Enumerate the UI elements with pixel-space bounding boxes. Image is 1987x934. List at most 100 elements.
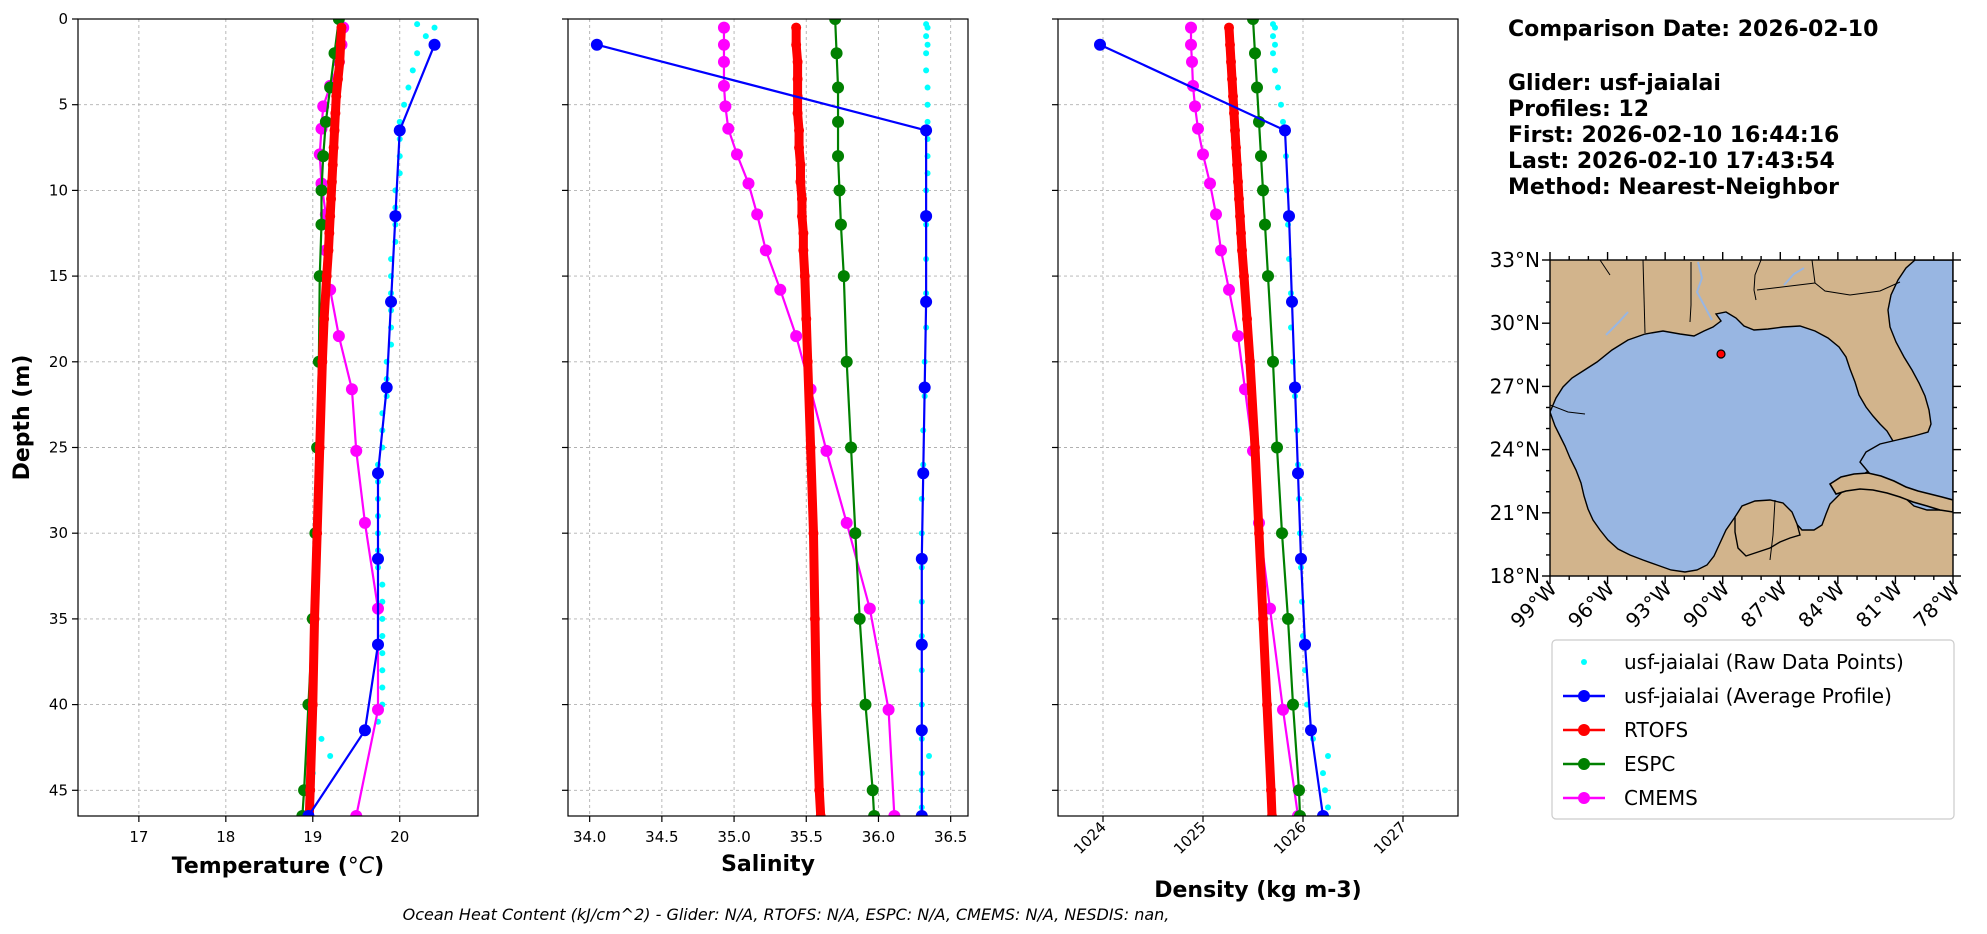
legend-swatch bbox=[1581, 659, 1587, 665]
salinity-rtofs-marker bbox=[799, 271, 810, 282]
glider-location-marker bbox=[1716, 349, 1726, 359]
first-time: First: 2026-02-10 16:44:16 bbox=[1508, 123, 1839, 148]
salinity-raw-point bbox=[924, 24, 931, 31]
temperature-xtick-label: 19 bbox=[303, 828, 322, 846]
location-map: 99°W 96°W 93°W 90°W 87°W 84°W 81°W 78°W33°N30°N… bbox=[1490, 248, 1965, 633]
temperature-rtofs-marker bbox=[307, 699, 318, 710]
legend-label: CMEMS bbox=[1624, 786, 1698, 810]
temperature-glider-marker bbox=[372, 552, 384, 565]
legend-label: RTOFS bbox=[1624, 718, 1688, 742]
density-raw-point bbox=[1320, 770, 1326, 777]
density-cmems-marker bbox=[1210, 208, 1222, 221]
temperature-ytick-label: 0 bbox=[58, 10, 68, 28]
density-xtick-label: 1026 bbox=[1270, 818, 1310, 858]
salinity-cmems-marker bbox=[820, 444, 833, 457]
map-lon-label: 78°W bbox=[1909, 576, 1965, 632]
salinity-raw-point bbox=[923, 67, 930, 74]
density-xtick-label: 1024 bbox=[1070, 818, 1110, 858]
temperature-rtofs-marker bbox=[336, 22, 347, 33]
temperature-rtofs-marker bbox=[323, 245, 334, 256]
salinity-espc-marker bbox=[834, 218, 847, 231]
map-frame bbox=[1549, 259, 1954, 577]
salinity-xtick-label: 36.5 bbox=[934, 828, 967, 846]
legend-label: ESPC bbox=[1624, 752, 1675, 776]
temperature-glider-marker bbox=[302, 810, 315, 816]
temperature-raw-point bbox=[405, 84, 412, 91]
legend: usf-jaialai (Raw Data Points) usf-jaialai… bbox=[1551, 639, 1955, 820]
map-lat-label: 27°N bbox=[1490, 374, 1540, 398]
density-rtofs-marker bbox=[1235, 211, 1245, 222]
salinity-xtick-label: 34.5 bbox=[645, 828, 678, 846]
temperature-glider-marker bbox=[372, 638, 384, 651]
salinity-rtofs-marker bbox=[792, 56, 803, 67]
salinity-glider-line bbox=[596, 43, 928, 816]
density-espc-marker bbox=[1255, 150, 1267, 163]
density-cmems-marker bbox=[1186, 55, 1198, 68]
density-raw-point bbox=[1325, 804, 1331, 811]
density-glider-marker bbox=[1279, 124, 1291, 137]
density-cmems-marker bbox=[1197, 148, 1209, 161]
legend-item-espc: ESPC bbox=[1563, 752, 1675, 776]
density-rtofs-marker bbox=[1242, 313, 1252, 324]
salinity-glider-marker bbox=[920, 124, 933, 137]
density-glider-marker bbox=[1094, 38, 1106, 51]
temperature-rtofs-marker bbox=[317, 356, 328, 367]
temperature-ytick-label: 25 bbox=[49, 438, 68, 456]
cuba-island bbox=[1828, 472, 1953, 513]
temperature-rtofs-marker bbox=[321, 271, 332, 282]
salinity-rtofs-marker bbox=[792, 73, 803, 84]
temperature-xtick-label: 17 bbox=[129, 828, 148, 846]
density-espc-marker bbox=[1267, 355, 1279, 368]
salinity-cmems-marker bbox=[759, 244, 772, 257]
salinity-raw-point bbox=[924, 118, 931, 125]
temperature-rtofs-marker bbox=[309, 613, 320, 624]
density-espc-marker bbox=[1293, 784, 1305, 797]
salinity-frame bbox=[567, 18, 969, 817]
salinity-espc-marker bbox=[849, 527, 862, 540]
salinity-plot-area bbox=[568, 19, 968, 816]
map-lon-label: 84°W bbox=[1793, 576, 1849, 632]
salinity-espc-marker bbox=[859, 698, 872, 711]
legend-frame bbox=[1551, 639, 1955, 820]
temperature-ytick-label: 15 bbox=[49, 267, 68, 285]
temperature-cmems-marker bbox=[372, 703, 384, 716]
salinity-raw-point bbox=[923, 50, 930, 57]
density-raw-point bbox=[1278, 101, 1284, 108]
temperature-cmems-marker bbox=[350, 444, 363, 457]
temperature-raw-point bbox=[414, 21, 421, 28]
salinity-espc-marker bbox=[868, 810, 881, 816]
temperature-ytick-label: 30 bbox=[49, 524, 68, 542]
temperature-rtofs-marker bbox=[326, 193, 337, 204]
density-cmems-marker bbox=[1185, 21, 1197, 34]
salinity-rtofs-marker bbox=[794, 125, 805, 136]
temperature-ytick-label: 20 bbox=[49, 353, 68, 371]
map-lat-label: 24°N bbox=[1490, 438, 1540, 462]
temperature-panel: 17 18 19 20 0 5 10 15 20 25 30 35 40 45 Depth (m) Tem… bbox=[10, 10, 479, 879]
density-raw-point bbox=[1325, 753, 1331, 760]
density-cmems-marker bbox=[1215, 244, 1227, 257]
density-espc-marker bbox=[1257, 184, 1269, 197]
density-espc-marker bbox=[1276, 527, 1288, 540]
density-rtofs-marker bbox=[1234, 193, 1244, 204]
temperature-axis-label: Temperature (°C) bbox=[172, 854, 384, 879]
density-cmems-marker bbox=[1204, 177, 1216, 190]
salinity-rtofs-marker bbox=[795, 176, 806, 187]
temperature-cmems-marker bbox=[345, 383, 358, 396]
salinity-espc-marker bbox=[853, 612, 866, 625]
density-raw-point bbox=[1280, 118, 1286, 125]
density-xtick-label: 1027 bbox=[1370, 818, 1410, 858]
temperature-glider-marker bbox=[372, 467, 384, 480]
density-rtofs-marker bbox=[1254, 528, 1264, 539]
map-lat-label: 30°N bbox=[1490, 311, 1540, 335]
temperature-raw-point bbox=[401, 101, 408, 108]
salinity-raw-point bbox=[924, 84, 931, 91]
density-glider-marker bbox=[1299, 638, 1311, 651]
density-espc-marker bbox=[1251, 81, 1263, 94]
salinity-cmems-marker bbox=[717, 55, 730, 68]
temperature-raw-point bbox=[318, 735, 325, 742]
salinity-cmems-marker bbox=[774, 283, 787, 296]
density-raw-point bbox=[1322, 787, 1328, 794]
density-espc-marker bbox=[1262, 270, 1274, 283]
legend-item-glider: usf-jaialai (Average Profile) bbox=[1563, 684, 1892, 708]
density-cmems-marker bbox=[1189, 100, 1201, 113]
